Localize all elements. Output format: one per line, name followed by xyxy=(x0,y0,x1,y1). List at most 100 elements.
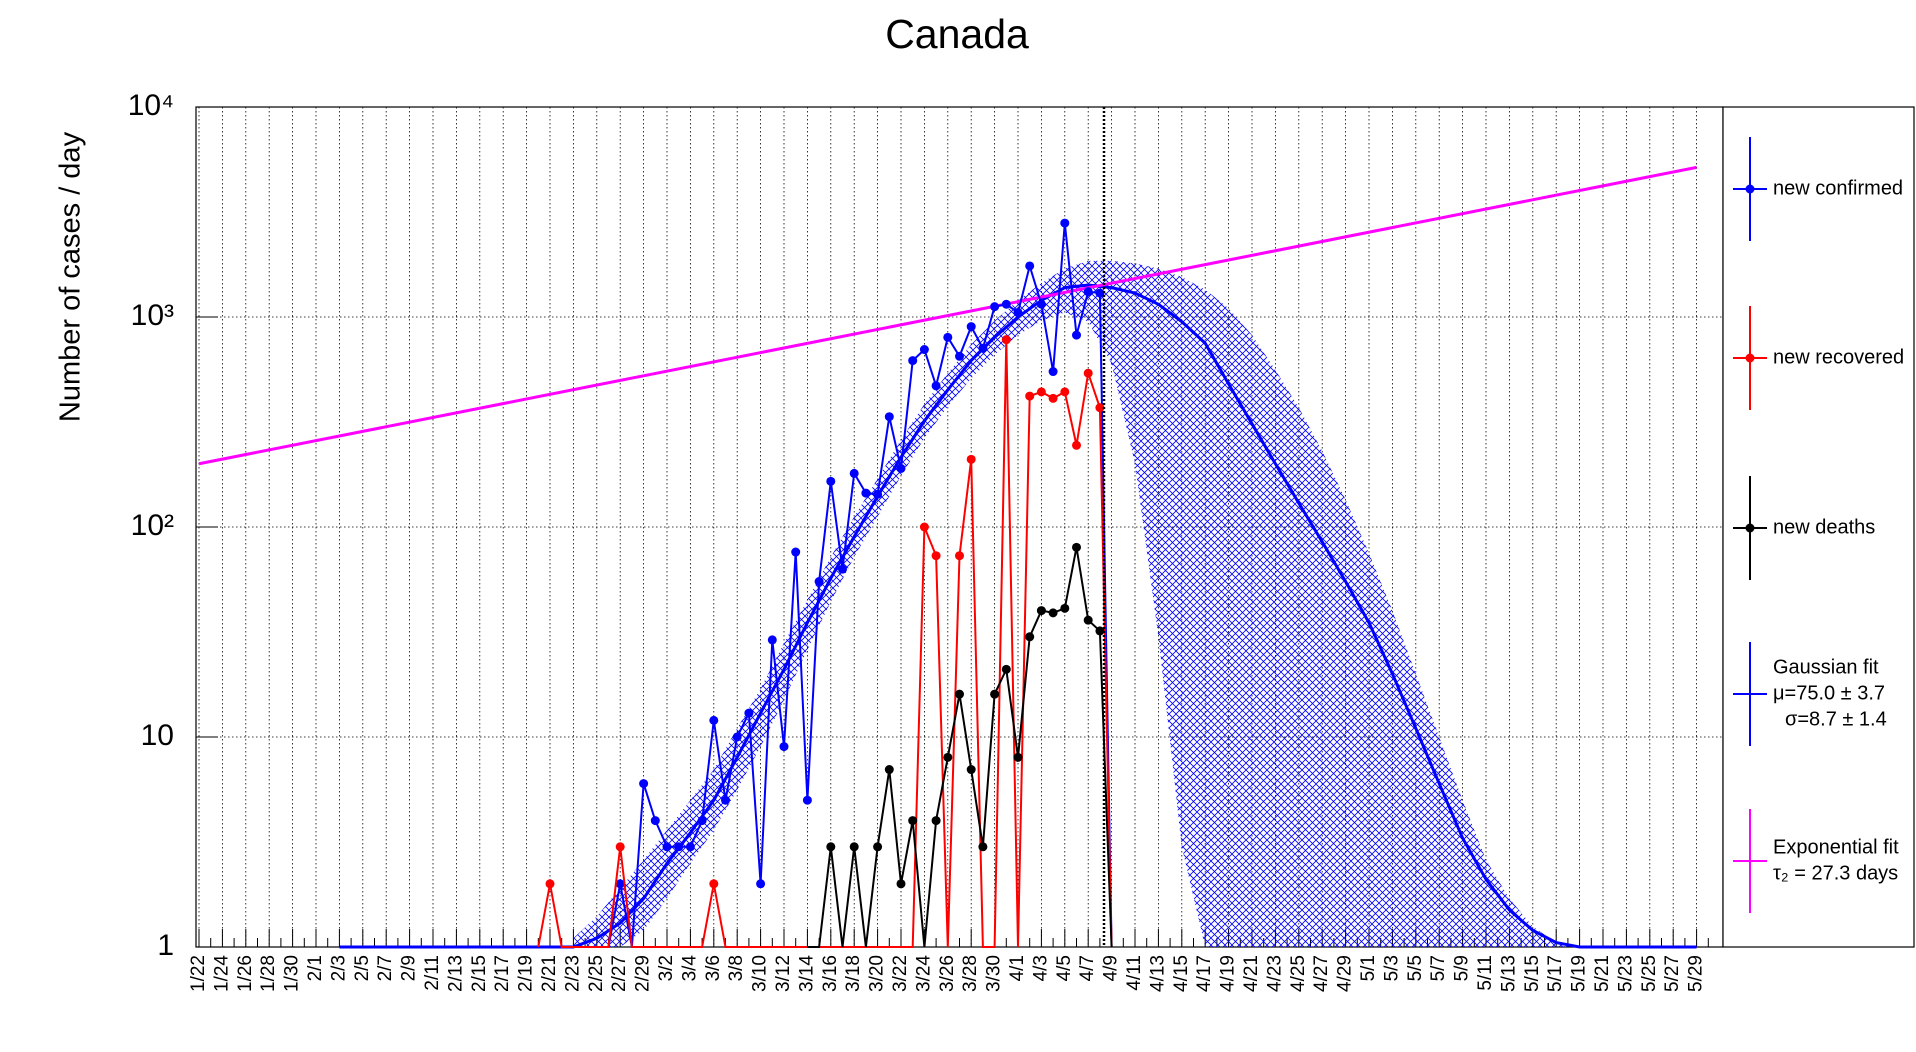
x-tick-label: 5/21 xyxy=(1592,955,1613,992)
data-point xyxy=(966,322,976,332)
data-point xyxy=(1060,387,1070,397)
data-point xyxy=(943,752,953,762)
data-point xyxy=(1036,387,1046,397)
data-point xyxy=(1048,367,1058,377)
data-point xyxy=(1095,626,1105,636)
data-point xyxy=(756,879,766,889)
legend-symbol xyxy=(1745,523,1755,533)
data-point xyxy=(779,742,789,752)
data-point xyxy=(1025,261,1035,271)
x-tick-label: 5/25 xyxy=(1639,955,1660,992)
fit-band xyxy=(573,260,1603,948)
data-point xyxy=(896,463,906,473)
x-tick-label: 2/27 xyxy=(609,955,630,992)
data-point xyxy=(1013,308,1023,318)
data-point xyxy=(990,689,1000,699)
data-point xyxy=(1036,606,1046,616)
x-tick-label: 2/11 xyxy=(422,955,443,991)
legend-label: Gaussian fit xyxy=(1773,656,1879,678)
data-point xyxy=(1095,403,1105,413)
data-point xyxy=(1001,664,1011,674)
chart-title: Canada xyxy=(885,11,1029,57)
x-tick-label: 4/13 xyxy=(1147,955,1168,992)
data-point xyxy=(791,547,801,557)
x-tick-label: 5/13 xyxy=(1498,955,1519,992)
data-point xyxy=(1095,288,1105,298)
x-tick-label: 3/14 xyxy=(796,955,817,992)
data-point xyxy=(1025,391,1035,401)
data-point xyxy=(908,356,918,366)
data-point xyxy=(896,879,906,889)
data-point xyxy=(978,842,988,852)
x-tick-label: 5/27 xyxy=(1662,955,1683,992)
x-tick-label: 4/11 xyxy=(1124,955,1145,991)
data-point xyxy=(732,732,742,742)
x-tick-label: 2/23 xyxy=(562,955,583,992)
x-tick-label: 4/29 xyxy=(1335,955,1356,992)
data-point xyxy=(838,564,847,574)
legend-label: new deaths xyxy=(1773,516,1875,538)
data-point xyxy=(721,795,730,805)
x-tick-label: 5/29 xyxy=(1686,955,1707,992)
data-point xyxy=(873,842,883,852)
x-tick-label: 3/16 xyxy=(820,955,841,992)
data-point xyxy=(802,795,812,805)
data-point xyxy=(966,454,976,464)
data-point xyxy=(861,488,871,498)
x-tick-label: 1/24 xyxy=(211,955,232,992)
x-tick-label: 5/1 xyxy=(1358,955,1379,981)
y-tick-label: 10² xyxy=(131,509,174,542)
data-point xyxy=(955,351,964,361)
x-tick-label: 5/15 xyxy=(1522,955,1543,992)
data-point xyxy=(931,381,941,391)
x-tick-label: 2/29 xyxy=(633,955,654,992)
x-tick-label: 5/9 xyxy=(1452,955,1473,981)
x-tick-label: 4/25 xyxy=(1288,955,1309,992)
legend-symbol xyxy=(1745,184,1755,194)
data-point xyxy=(1048,393,1058,403)
x-tick-label: 4/5 xyxy=(1054,955,1075,981)
x-tick-label: 3/18 xyxy=(843,955,864,992)
data-point xyxy=(1083,287,1093,297)
data-point xyxy=(966,765,976,775)
x-tick-label: 2/21 xyxy=(539,955,560,992)
x-tick-label: 3/4 xyxy=(679,955,700,982)
data-point xyxy=(744,708,754,718)
data-point xyxy=(1013,752,1023,762)
data-point xyxy=(709,715,719,725)
x-tick-label: 5/11 xyxy=(1475,955,1496,991)
legend-label: σ=8.7 ± 1.4 xyxy=(1785,708,1887,730)
legend-label: μ=75.0 ± 3.7 xyxy=(1773,682,1885,704)
data-point xyxy=(943,332,953,342)
x-tick-label: 2/5 xyxy=(352,955,373,981)
data-point xyxy=(1036,299,1046,309)
data-point xyxy=(873,489,883,499)
x-tick-label: 4/17 xyxy=(1194,955,1215,992)
x-tick-label: 3/22 xyxy=(890,955,911,992)
data-point xyxy=(1060,603,1070,613)
x-tick-label: 1/30 xyxy=(282,955,303,992)
data-point xyxy=(639,779,649,789)
data-point xyxy=(826,842,836,852)
data-point xyxy=(1083,368,1093,378)
data-point xyxy=(931,551,941,561)
legend-label: Exponential fit xyxy=(1773,836,1899,858)
y-tick-label: 10 xyxy=(141,719,174,752)
x-tick-label: 5/3 xyxy=(1381,955,1402,981)
data-point xyxy=(1072,330,1081,340)
data-point xyxy=(955,689,964,699)
x-tick-label: 2/25 xyxy=(586,955,607,992)
data-point xyxy=(709,879,719,889)
x-tick-label: 4/1 xyxy=(1007,955,1028,981)
x-tick-label: 4/27 xyxy=(1311,955,1332,992)
series-line xyxy=(537,339,1113,948)
x-tick-label: 3/28 xyxy=(960,955,981,992)
fit-line xyxy=(198,165,1697,466)
x-tick-label: 2/19 xyxy=(516,955,537,992)
data-point xyxy=(1025,632,1035,642)
y-tick-label: 10³ xyxy=(131,299,174,332)
data-point xyxy=(674,842,684,852)
x-tick-label: 5/7 xyxy=(1428,955,1449,981)
